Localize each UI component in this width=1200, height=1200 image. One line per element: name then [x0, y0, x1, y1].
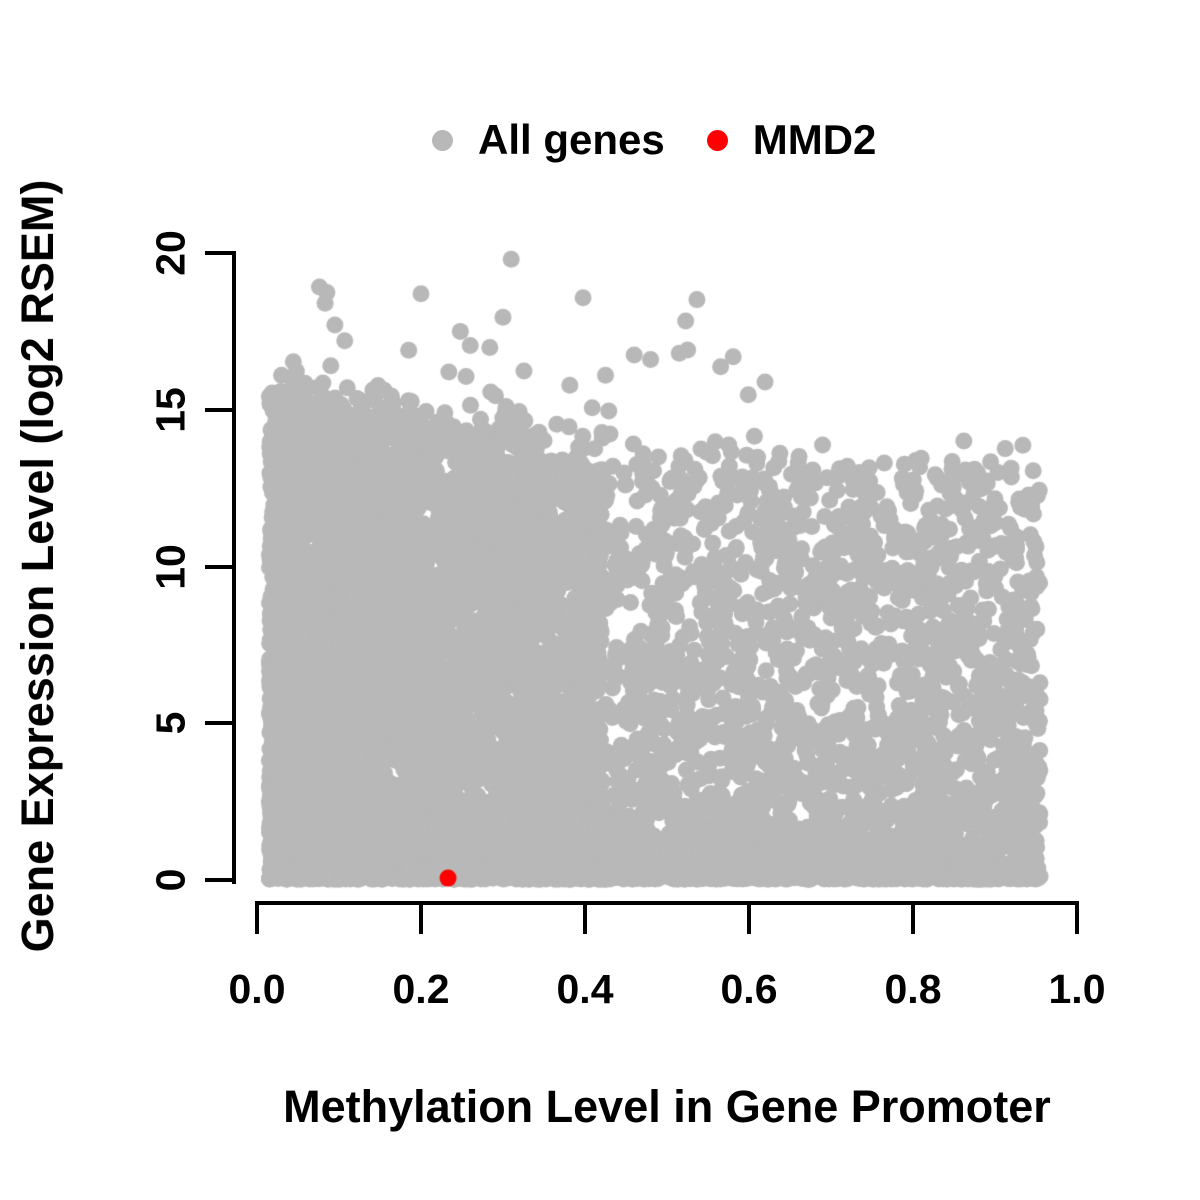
x-axis-line [255, 901, 1079, 905]
mmd2-label: MMD2 [752, 116, 877, 163]
y-tick [205, 721, 232, 725]
legend-item-mmd2: MMD2 [706, 116, 877, 164]
x-tick [911, 905, 915, 934]
legend: All genes MMD2 [432, 116, 876, 164]
y-tick-label: 5 [147, 711, 194, 735]
y-tick [205, 878, 232, 882]
y-tick-label: 0 [147, 868, 194, 892]
x-tick-label: 1.0 [1048, 966, 1106, 1012]
x-axis-title: Methylation Level in Gene Promoter [283, 1081, 1051, 1132]
mmd2-swatch-icon [706, 129, 728, 151]
x-tick [255, 905, 259, 934]
y-tick-label: 20 [147, 230, 194, 276]
all-genes-swatch-icon [432, 129, 453, 151]
legend-item-all-genes: All genes [432, 116, 665, 164]
x-tick-label: 0.4 [556, 966, 614, 1012]
all-genes-label: All genes [478, 116, 665, 163]
x-tick [747, 905, 751, 934]
y-tick [205, 565, 232, 569]
x-tick [419, 905, 423, 934]
y-axis-title: Gene Expression Level (log2 RSEM) [12, 179, 63, 953]
x-tick [1075, 905, 1079, 934]
y-tick [205, 408, 232, 412]
y-tick-label: 10 [147, 544, 194, 590]
x-tick [583, 905, 587, 934]
x-tick-label: 0.8 [884, 966, 942, 1012]
y-axis-line [232, 251, 236, 884]
x-tick-label: 0.0 [228, 966, 286, 1012]
y-tick-label: 15 [147, 387, 194, 433]
x-tick-label: 0.2 [392, 966, 450, 1012]
y-tick [205, 251, 232, 255]
x-tick-label: 0.6 [720, 966, 778, 1012]
